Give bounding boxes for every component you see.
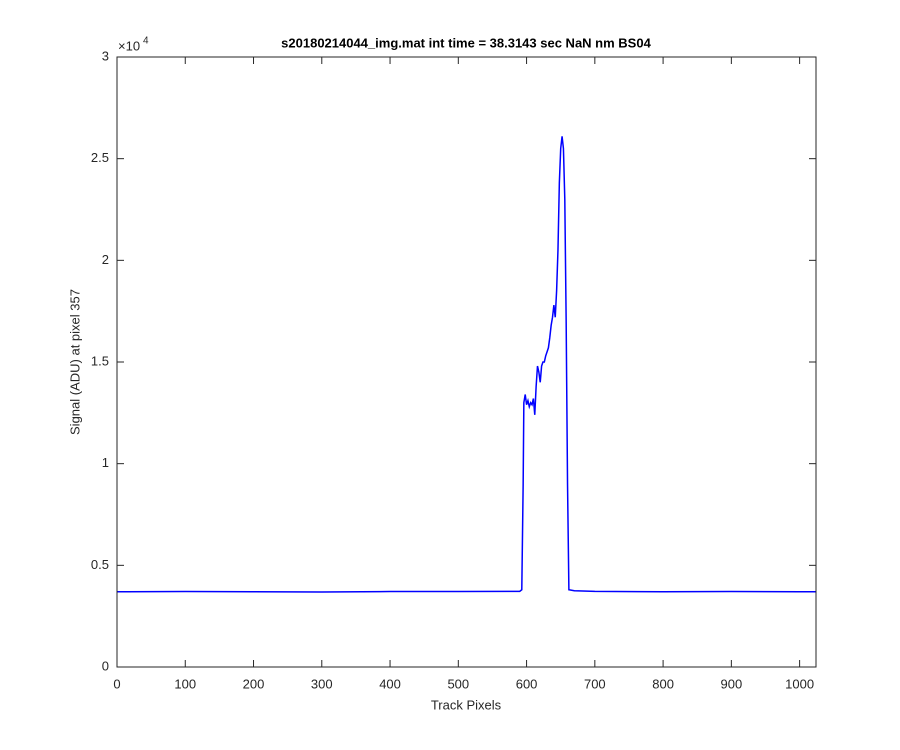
chart-title: s20180214044_img.mat int time = 38.3143 … [281, 35, 651, 50]
y-tick-label: 0 [102, 658, 109, 673]
x-tick-label: 300 [311, 676, 333, 691]
x-tick-label: 800 [652, 676, 674, 691]
y-tick-label: 0.5 [91, 557, 109, 572]
x-tick-label: 400 [379, 676, 401, 691]
x-tick-label: 100 [174, 676, 196, 691]
x-tick-label: 900 [721, 676, 743, 691]
x-tick-label: 600 [516, 676, 538, 691]
y-exponent-base: ×10 [118, 38, 140, 53]
y-axis-label: Signal (ADU) at pixel 357 [67, 289, 82, 435]
y-exponent: 4 [143, 36, 149, 47]
y-tick-label: 1 [102, 455, 109, 470]
y-tick-label: 3 [102, 48, 109, 63]
x-tick-label: 0 [113, 676, 120, 691]
x-tick-label: 700 [584, 676, 606, 691]
y-tick-label: 2.5 [91, 150, 109, 165]
y-tick-label: 2 [102, 252, 109, 267]
x-tick-label: 1000 [785, 676, 814, 691]
x-tick-label: 500 [447, 676, 469, 691]
data-line [116, 136, 816, 593]
y-tick-label: 1.5 [91, 353, 109, 368]
x-axis-label: Track Pixels [431, 697, 502, 712]
x-tick-label: 200 [243, 676, 265, 691]
axes-box [116, 56, 817, 668]
